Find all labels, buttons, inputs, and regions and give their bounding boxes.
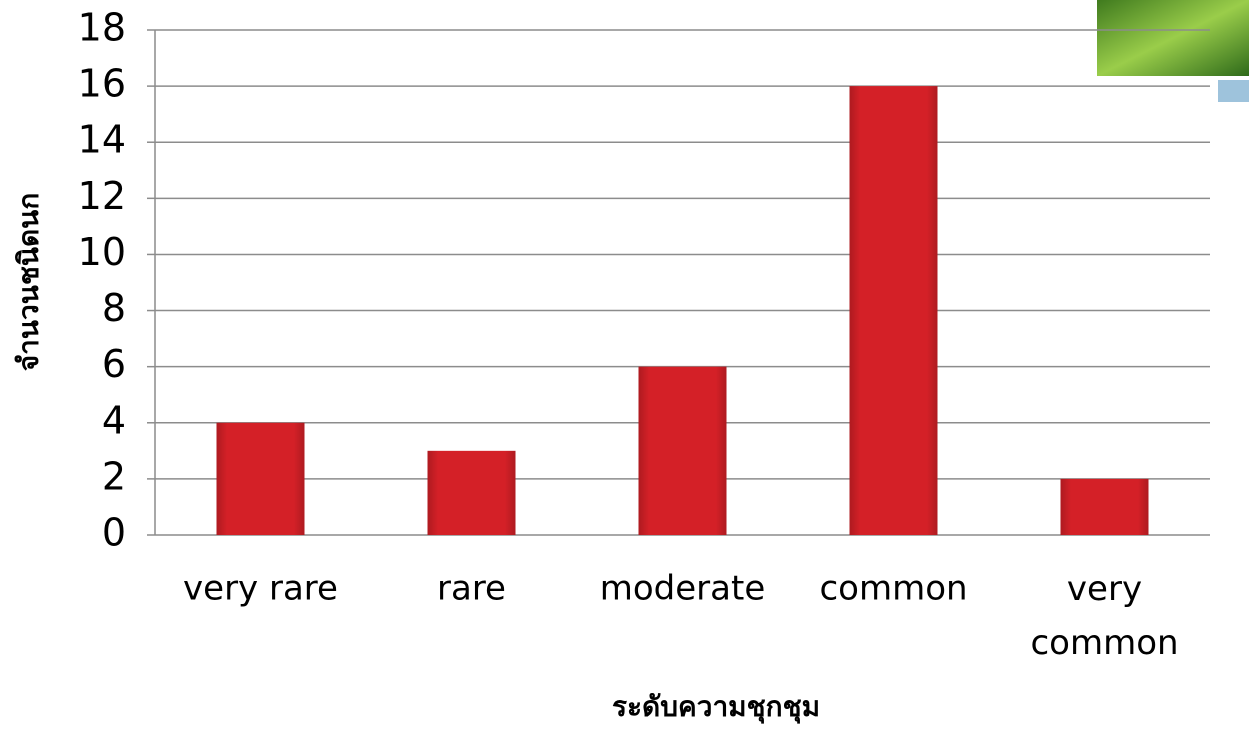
y-tick-label: 0 — [102, 511, 126, 555]
bar-shade — [427, 450, 516, 535]
y-tick-label: 4 — [102, 398, 126, 442]
decor-image — [1218, 80, 1249, 102]
y-tick-label: 2 — [102, 454, 126, 498]
x-tick-label: very common — [1030, 569, 1178, 663]
y-tick-label: 12 — [78, 174, 126, 218]
x-axis-title: ระดับความชุกชุม — [612, 690, 820, 724]
x-tick-label: common — [819, 569, 967, 609]
x-tick-label: very rare — [183, 569, 338, 609]
y-tick-label: 6 — [102, 342, 126, 386]
y-tick-label: 18 — [78, 6, 126, 50]
y-tick-label: 14 — [78, 118, 126, 162]
x-tick-label: rare — [437, 569, 506, 609]
decor-image — [1097, 0, 1249, 76]
y-tick-label: 8 — [102, 286, 126, 330]
x-tick-label: moderate — [600, 569, 765, 609]
bar-shade — [216, 422, 305, 535]
y-tick-label: 16 — [78, 62, 126, 106]
y-axis-title: จำนวนชนิดนก — [12, 193, 45, 372]
bar-shade — [638, 366, 727, 535]
bar-shade — [1060, 478, 1149, 535]
y-tick-label: 10 — [78, 230, 126, 274]
bar-shade — [849, 86, 938, 535]
